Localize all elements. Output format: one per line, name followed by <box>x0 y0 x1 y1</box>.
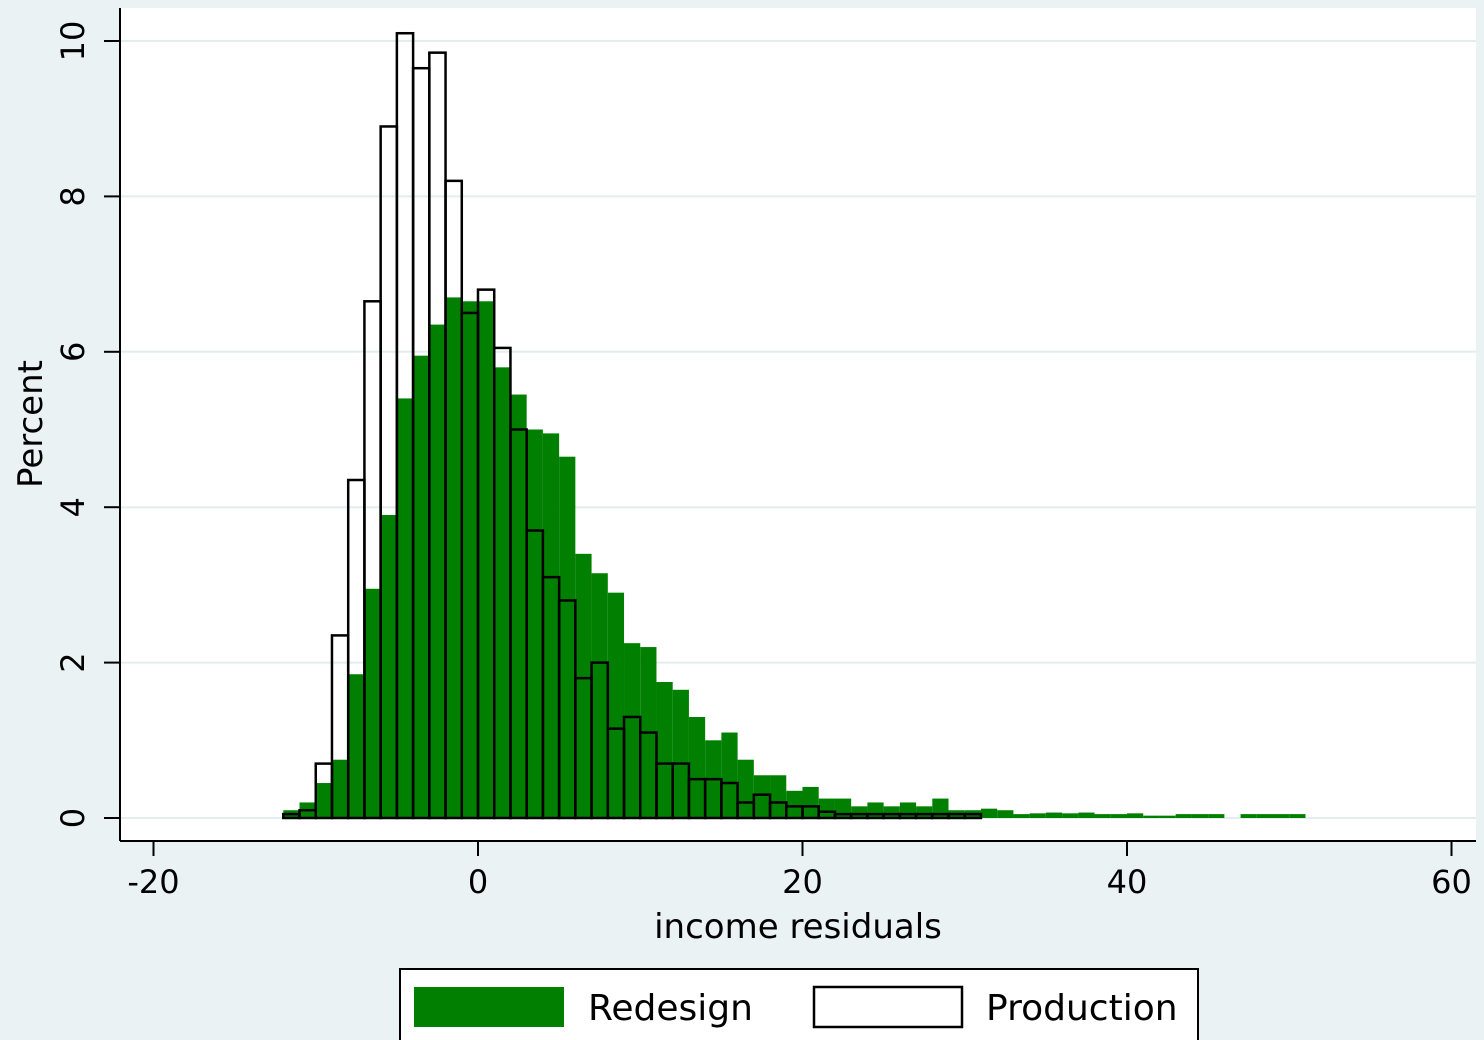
y-tick-label: 4 <box>54 497 92 517</box>
redesign-bar <box>575 553 592 818</box>
redesign-bars <box>283 297 1306 818</box>
redesign-bar <box>1029 813 1046 818</box>
redesign-bar <box>624 643 641 818</box>
redesign-bar <box>899 802 917 818</box>
axes <box>119 8 1476 842</box>
redesign-bar <box>364 588 381 818</box>
plot-area <box>120 8 1476 841</box>
redesign-bar <box>867 802 884 818</box>
redesign-bar <box>1143 815 1160 818</box>
redesign-bar <box>380 514 397 818</box>
legend-label-production: Production <box>986 988 1178 1029</box>
redesign-bar <box>1127 813 1144 818</box>
x-tick-label: 20 <box>782 863 823 901</box>
legend-swatch-redesign <box>414 987 564 1027</box>
redesign-bar <box>1078 812 1095 818</box>
y-tick-label: 8 <box>54 186 92 206</box>
redesign-bar <box>413 355 430 818</box>
x-tick-label: 60 <box>1431 863 1472 901</box>
redesign-bar <box>1191 814 1209 818</box>
redesign-bar <box>688 716 706 818</box>
legend: Redesign Production <box>399 968 1199 1040</box>
x-tick-label: 0 <box>468 863 488 901</box>
redesign-bar <box>786 790 803 818</box>
y-tick-label: 2 <box>54 652 92 672</box>
legend-box <box>399 968 1199 1040</box>
redesign-bar <box>559 456 576 818</box>
redesign-bar <box>997 810 1014 818</box>
redesign-bar <box>656 682 673 818</box>
redesign-bar <box>916 806 933 818</box>
redesign-bar <box>494 367 511 818</box>
redesign-bar <box>1013 814 1030 818</box>
redesign-bar <box>1062 813 1079 818</box>
redesign-bar <box>445 297 462 818</box>
y-axis-title: Percent <box>11 360 51 488</box>
redesign-bar <box>1159 815 1176 818</box>
redesign-bar <box>1273 814 1290 818</box>
redesign-bar <box>1110 814 1127 818</box>
redesign-bar <box>510 394 527 818</box>
redesign-bar <box>607 592 625 818</box>
production-bars <box>282 31 983 820</box>
redesign-bar <box>1289 814 1306 818</box>
x-tick-label: 40 <box>1107 863 1148 901</box>
redesign-bar <box>461 301 478 818</box>
redesign-bar <box>478 301 495 818</box>
ticks: 0 2 4 6 8 10 -20 0 20 40 60 <box>54 21 1472 901</box>
redesign-bar <box>721 732 738 818</box>
y-tick-label: 10 <box>54 21 92 62</box>
redesign-bar <box>331 759 349 818</box>
redesign-bar <box>1208 814 1225 818</box>
redesign-bar <box>672 689 689 818</box>
redesign-bar <box>429 324 446 818</box>
production-bar <box>720 781 739 820</box>
redesign-bar <box>770 775 787 818</box>
redesign-bar <box>737 759 754 818</box>
legend-label-redesign: Redesign <box>588 988 753 1029</box>
redesign-bar <box>1045 812 1063 818</box>
redesign-bar <box>980 808 998 818</box>
redesign-bar <box>851 806 868 818</box>
production-bar <box>963 812 983 820</box>
x-axis-title: income residuals <box>654 907 942 947</box>
redesign-bar <box>1094 814 1111 818</box>
redesign-bar <box>348 674 365 818</box>
redesign-bar <box>883 806 900 818</box>
redesign-bar <box>396 398 414 818</box>
redesign-bar <box>526 429 543 818</box>
redesign-bar <box>1175 814 1192 818</box>
redesign-bar <box>818 798 835 818</box>
redesign-bar <box>542 433 560 818</box>
redesign-bar <box>1256 814 1274 818</box>
y-tick-label: 6 <box>54 342 92 362</box>
redesign-bar <box>1240 814 1257 818</box>
redesign-bar <box>802 786 819 818</box>
legend-swatch-production <box>812 985 964 1029</box>
x-tick-label: -20 <box>127 863 179 901</box>
redesign-bar <box>753 775 771 818</box>
redesign-bar <box>315 783 332 818</box>
y-tick-label: 0 <box>54 808 92 828</box>
redesign-bar <box>591 573 608 818</box>
